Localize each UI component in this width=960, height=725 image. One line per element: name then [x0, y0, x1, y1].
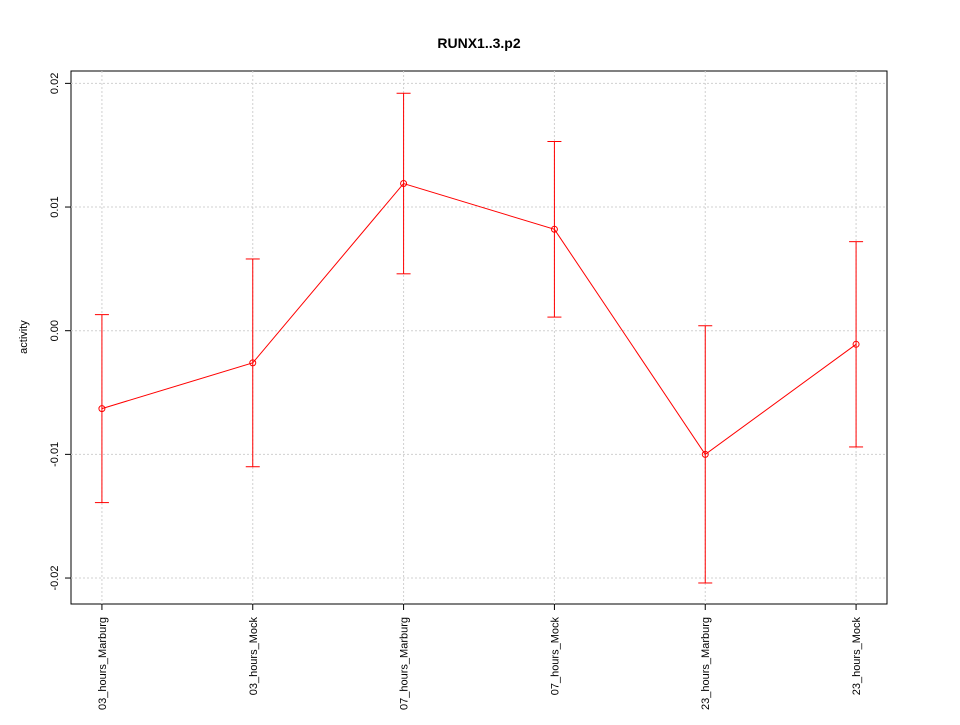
y-axis-label: activity	[18, 320, 30, 354]
error-bar	[849, 241, 864, 448]
series-line	[101, 182, 857, 456]
error-bar	[547, 140, 562, 318]
error-bar	[94, 314, 109, 504]
y-tick-label: -0.01	[49, 442, 61, 467]
x-tick-label: 23_hours_Marburg	[700, 617, 712, 710]
x-tick-label: 07_hours_Mock	[549, 617, 561, 696]
point	[400, 180, 408, 188]
y-tick-label: -0.02	[49, 565, 61, 590]
x-tick-label: 07_hours_Marburg	[399, 617, 411, 710]
y-tick-label: 0.00	[49, 320, 61, 341]
x-tick-label: 23_hours_Mock	[851, 617, 863, 696]
point	[852, 340, 860, 348]
chart-title: RUNX1..3.p2	[437, 35, 520, 51]
x-tick-label: 03_hours_Mock	[248, 617, 260, 696]
error-bar	[698, 325, 713, 584]
error-bar	[396, 92, 411, 275]
point	[249, 359, 257, 367]
x-tick-label: 03_hours_Marburg	[97, 617, 109, 710]
point	[550, 225, 558, 233]
error-bar	[245, 258, 260, 468]
y-tick-label: 0.02	[49, 73, 61, 94]
point	[701, 450, 709, 458]
y-tick-label: 0.01	[49, 196, 61, 217]
point	[98, 405, 106, 413]
plot-box	[70, 70, 888, 605]
